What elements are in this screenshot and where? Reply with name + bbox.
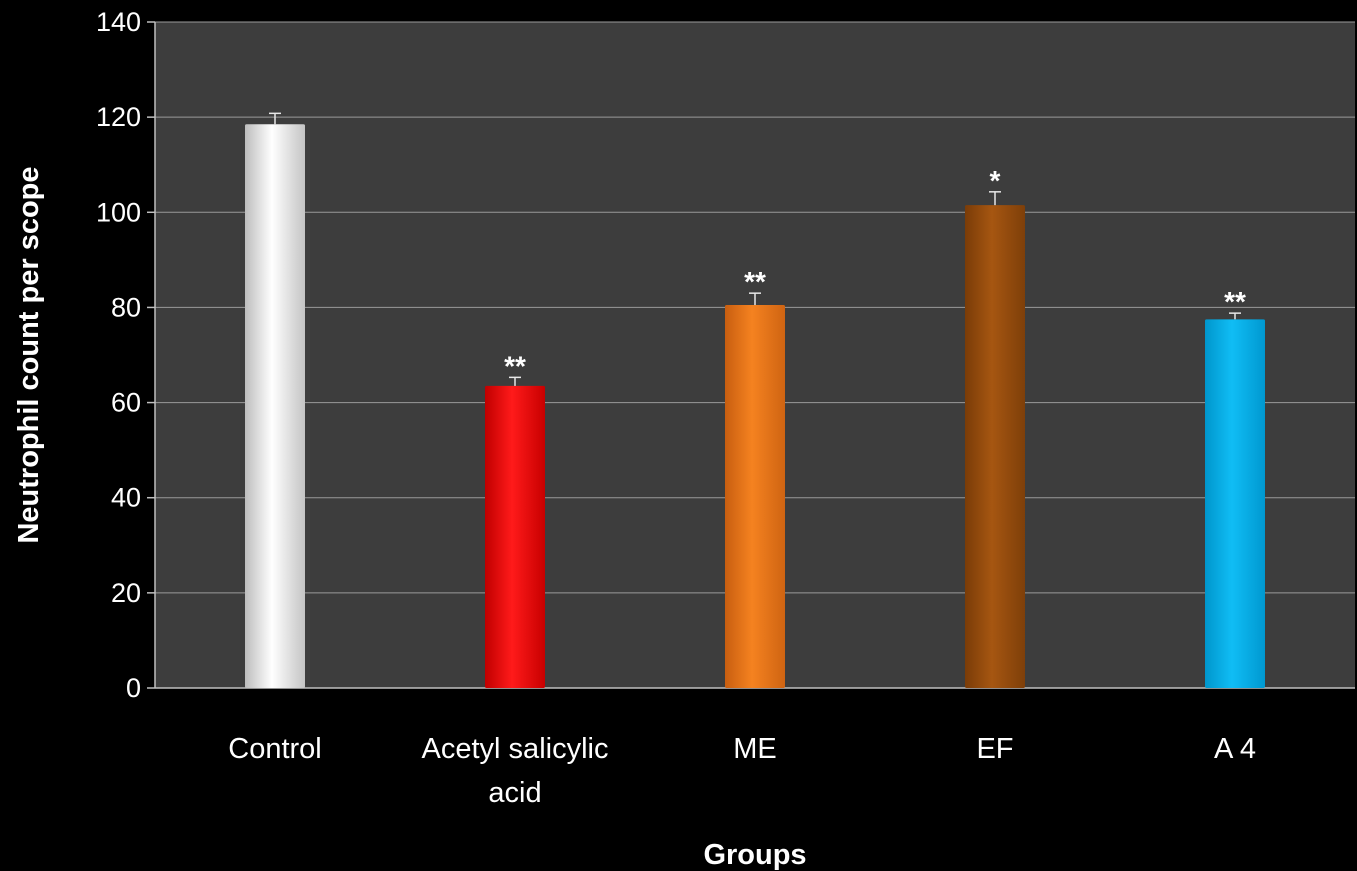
bar-3 (965, 205, 1025, 688)
bar-1 (485, 385, 545, 688)
x-category-label-1-0: Acetyl salicylic (422, 733, 609, 765)
y-tick-label-60: 60 (111, 388, 141, 418)
bar-2 (725, 305, 785, 688)
y-axis-title: Neutrophil count per scope (13, 166, 45, 543)
x-category-label-4-0: A 4 (1214, 733, 1256, 765)
error-bars (269, 112, 1241, 386)
x-category-labels: Control Acetyl salicylic acid ME EF A 4 (228, 733, 1256, 809)
x-category-label-1-1: acid (488, 777, 541, 809)
x-category-label-0-0: Control (228, 733, 322, 765)
significance-marker-4: ** (1224, 286, 1246, 317)
bars (245, 124, 1265, 689)
y-tick-label-20: 20 (111, 578, 141, 608)
x-category-label-3-0: EF (976, 733, 1013, 765)
significance-marker-3: * (990, 165, 1001, 196)
significance-marker-2: ** (744, 266, 766, 297)
bar-0 (245, 124, 305, 689)
x-category-label-2-0: ME (733, 733, 777, 765)
bar-4 (1205, 319, 1265, 688)
y-tick-label-120: 120 (96, 102, 141, 132)
y-tick-label-0: 0 (126, 673, 141, 703)
y-tick-label-40: 40 (111, 483, 141, 513)
y-tick-label-80: 80 (111, 292, 141, 322)
significance-markers: ******* (504, 165, 1246, 382)
y-tick-label-100: 100 (96, 197, 141, 227)
x-axis-title: Groups (703, 839, 806, 871)
y-tick-labels: 0 20 40 60 80 100 120 140 (96, 7, 141, 703)
significance-marker-1: ** (504, 350, 526, 381)
y-tick-label-140: 140 (96, 7, 141, 37)
